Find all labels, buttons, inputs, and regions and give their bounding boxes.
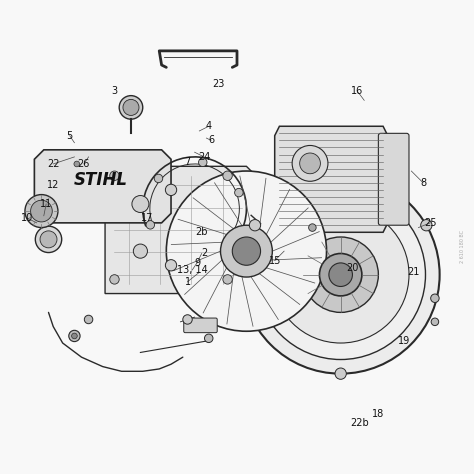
Circle shape	[204, 334, 213, 343]
Circle shape	[119, 96, 143, 119]
FancyBboxPatch shape	[184, 318, 217, 333]
Circle shape	[72, 333, 77, 339]
Circle shape	[84, 315, 93, 324]
Circle shape	[300, 153, 320, 174]
Text: 23: 23	[212, 79, 224, 89]
Text: 8: 8	[420, 178, 426, 188]
Circle shape	[199, 158, 207, 166]
Polygon shape	[275, 126, 388, 232]
Circle shape	[166, 171, 327, 331]
Circle shape	[303, 237, 378, 312]
Circle shape	[309, 224, 316, 231]
Circle shape	[69, 330, 80, 342]
Circle shape	[249, 219, 261, 231]
Text: 1: 1	[184, 277, 191, 287]
Text: 11: 11	[40, 199, 52, 209]
Circle shape	[232, 237, 261, 265]
Circle shape	[110, 275, 119, 284]
Text: 2: 2	[201, 248, 207, 258]
Circle shape	[146, 220, 155, 229]
Text: 17: 17	[141, 213, 154, 223]
Circle shape	[123, 100, 139, 116]
Circle shape	[220, 225, 273, 277]
Circle shape	[31, 200, 52, 222]
Circle shape	[421, 219, 432, 231]
Circle shape	[273, 206, 409, 343]
Text: 26: 26	[78, 159, 90, 169]
Circle shape	[292, 146, 328, 181]
Text: 6: 6	[208, 136, 214, 146]
Text: STIHL: STIHL	[73, 172, 128, 190]
Circle shape	[183, 315, 192, 324]
Text: 21: 21	[408, 267, 420, 277]
Circle shape	[110, 171, 119, 181]
Polygon shape	[105, 166, 265, 293]
Circle shape	[431, 318, 438, 326]
Text: 16: 16	[351, 86, 363, 96]
FancyBboxPatch shape	[378, 133, 409, 225]
Circle shape	[335, 368, 346, 379]
Circle shape	[25, 195, 58, 228]
Polygon shape	[35, 150, 171, 223]
Circle shape	[235, 188, 243, 197]
Text: 15: 15	[268, 255, 281, 265]
Text: 10: 10	[21, 213, 34, 223]
Text: 22: 22	[47, 159, 59, 169]
Text: 5: 5	[66, 131, 73, 141]
Text: 18: 18	[372, 409, 384, 419]
Circle shape	[329, 263, 353, 286]
Circle shape	[319, 254, 362, 296]
Circle shape	[165, 260, 177, 271]
Circle shape	[223, 171, 232, 181]
Text: 20: 20	[346, 263, 359, 273]
Circle shape	[223, 275, 232, 284]
Text: 3: 3	[111, 86, 118, 96]
Text: 25: 25	[424, 218, 437, 228]
Circle shape	[133, 244, 147, 258]
Text: 2 610 180 BC: 2 610 180 BC	[460, 230, 465, 263]
Circle shape	[242, 176, 439, 374]
Text: 12: 12	[47, 180, 59, 190]
Circle shape	[256, 190, 426, 359]
Text: 9: 9	[194, 258, 200, 268]
Text: 19: 19	[398, 336, 410, 346]
Text: 22b: 22b	[350, 418, 369, 428]
Text: 13, 14: 13, 14	[177, 265, 208, 275]
Circle shape	[40, 231, 57, 248]
Text: 4: 4	[206, 121, 212, 131]
Text: 24: 24	[198, 152, 210, 162]
Circle shape	[431, 294, 439, 302]
Text: 2b: 2b	[195, 228, 208, 237]
Text: 7: 7	[184, 156, 191, 166]
Circle shape	[132, 196, 149, 212]
Circle shape	[165, 184, 177, 196]
Circle shape	[154, 174, 163, 182]
Circle shape	[36, 226, 62, 253]
Circle shape	[74, 161, 80, 167]
